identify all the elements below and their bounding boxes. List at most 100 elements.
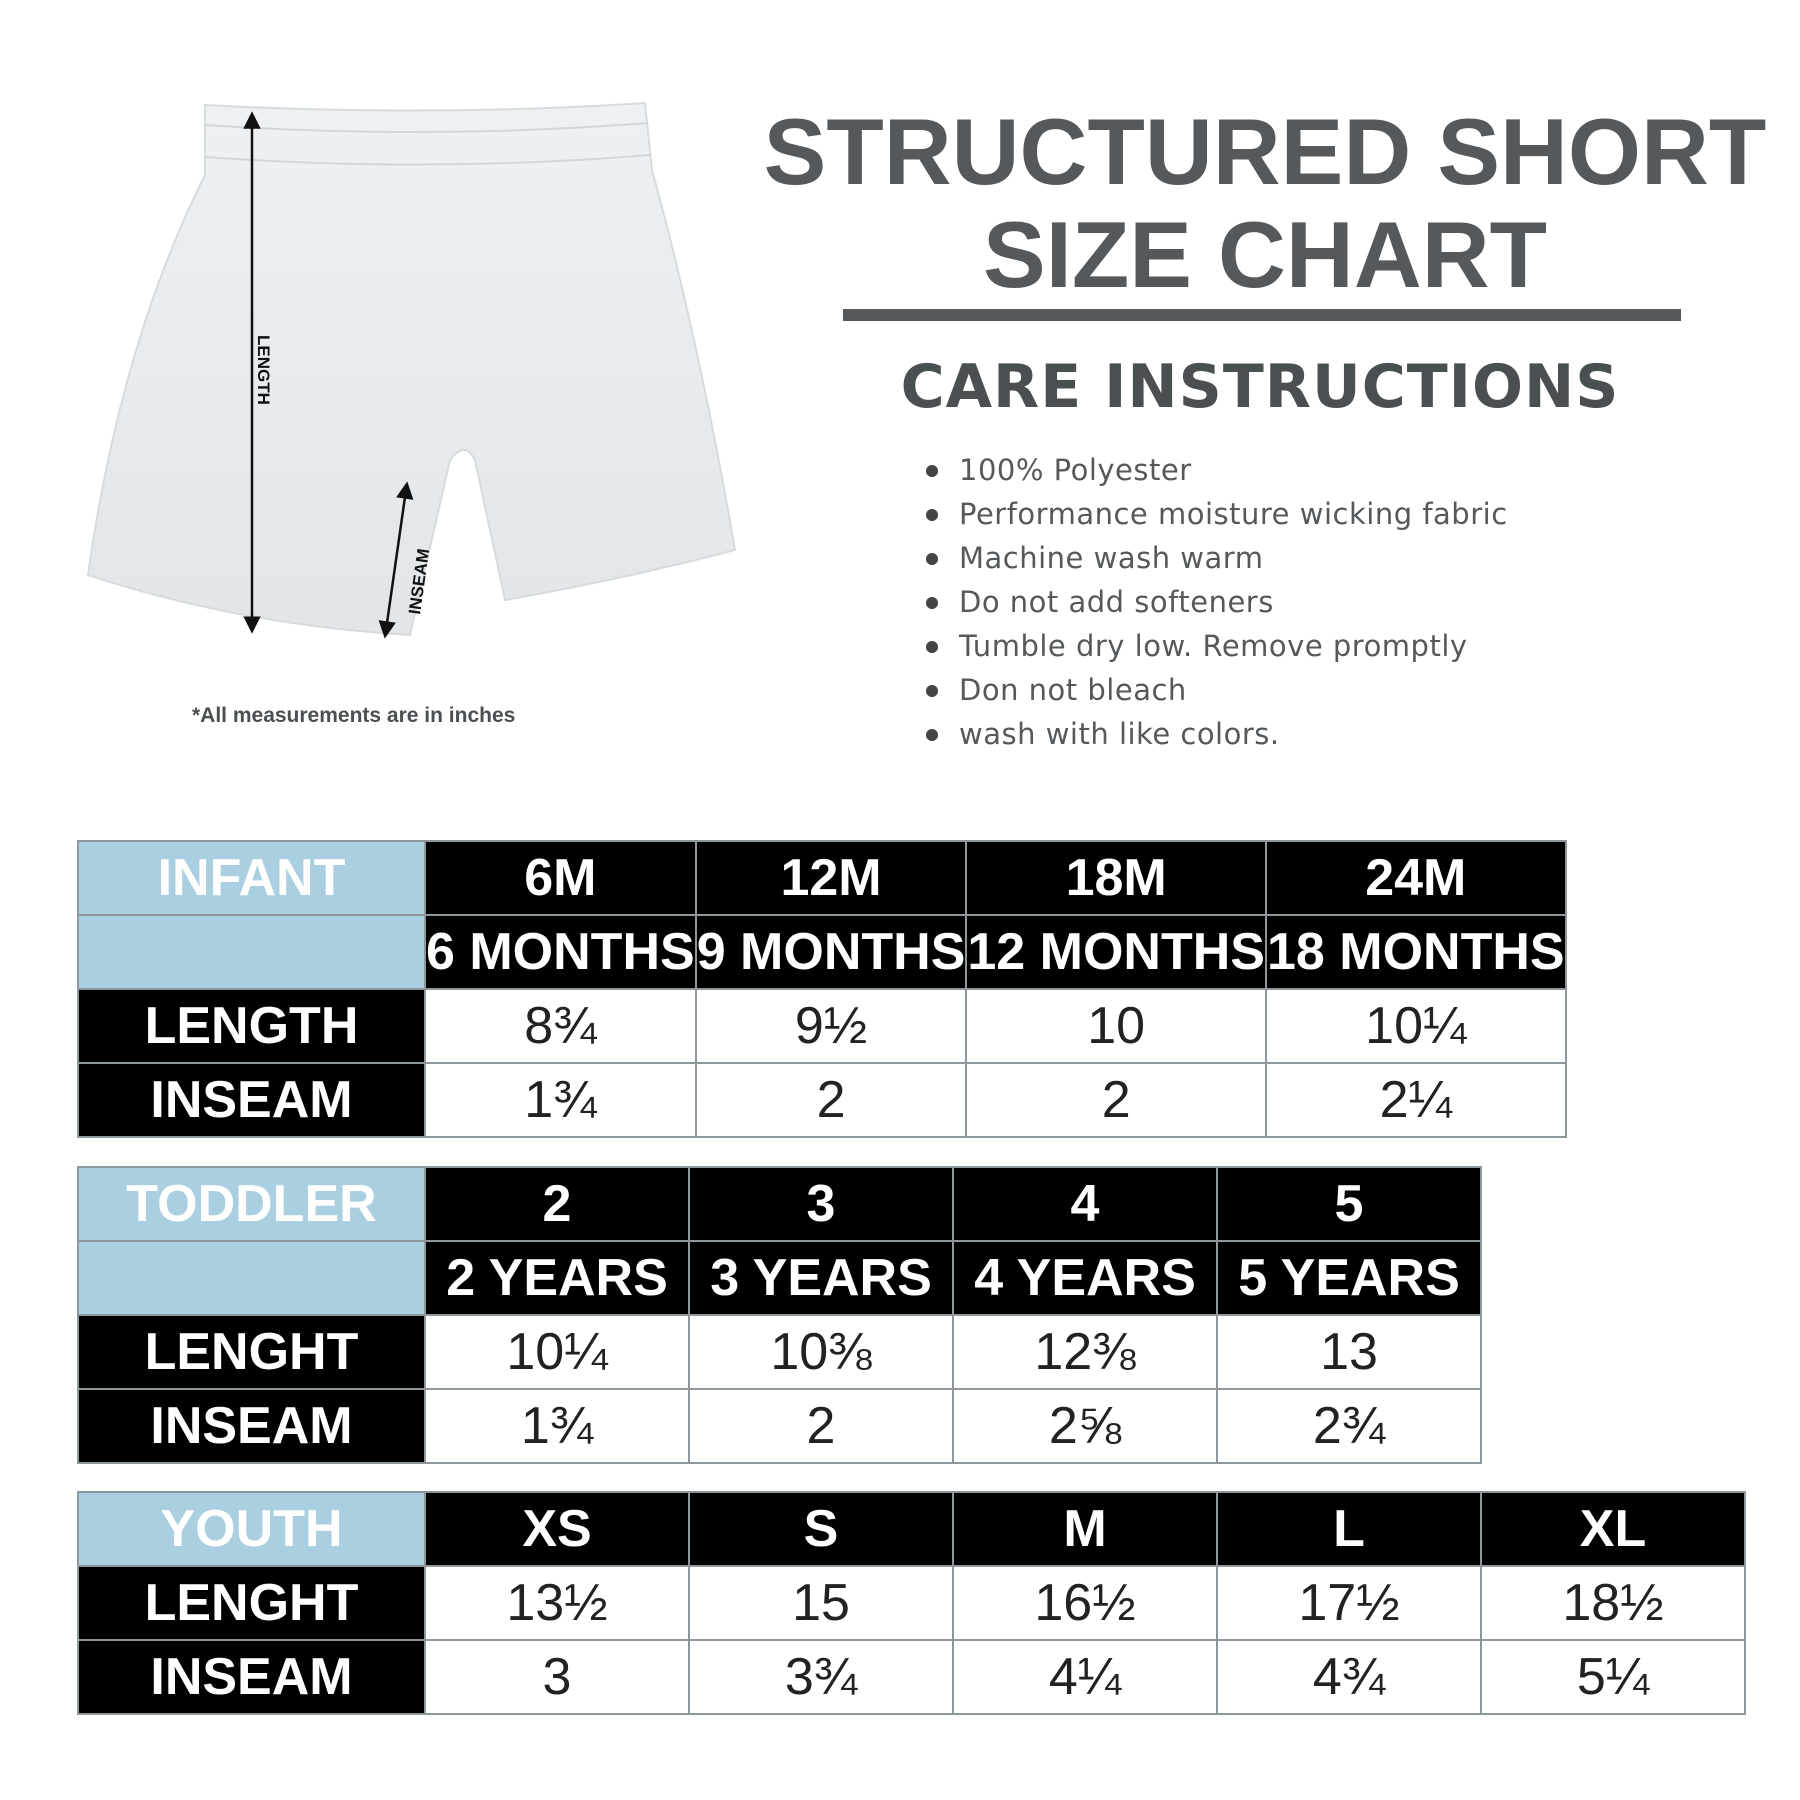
cell: 10⅜ (688, 1314, 954, 1390)
row-label: INSEAM (77, 1062, 426, 1138)
cell: 3¾ (688, 1639, 954, 1715)
shorts-shape (86, 101, 737, 637)
bullet-icon (926, 685, 938, 697)
care-item-text: Tumble dry low. Remove promptly (959, 629, 1468, 663)
cell: 2¼ (1264, 1062, 1567, 1138)
care-item: Do not add softeners (922, 580, 1508, 624)
size-header: 12M (694, 840, 968, 916)
care-item: Don not bleach (922, 668, 1508, 712)
cell: 13½ (424, 1565, 690, 1641)
care-heading: CARE INSTRUCTIONS (900, 352, 1620, 422)
care-item-text: 100% Polyester (959, 453, 1192, 487)
measurement-note: *All measurements are in inches (192, 704, 516, 727)
care-item: wash with like colors. (922, 712, 1508, 756)
care-item-text: Performance moisture wicking fabric (959, 497, 1508, 531)
title-divider (843, 309, 1681, 321)
cell: 5¼ (1480, 1639, 1746, 1715)
row-label: INSEAM (77, 1388, 426, 1464)
cell: 2 (688, 1388, 954, 1464)
infant-size-table: INFANT 6M 12M 18M 24M 6 MONTHS 9 MONTHS … (77, 840, 1567, 1138)
age-header: 9 MONTHS (694, 914, 968, 990)
category-label: YOUTH (77, 1491, 426, 1567)
category-label: INFANT (77, 840, 426, 916)
cell: 2¾ (1216, 1388, 1482, 1464)
cell: 9½ (694, 988, 968, 1064)
page-title: STRUCTURED SHORT SIZE CHART (730, 100, 1800, 306)
row-label: LENGTH (77, 988, 426, 1064)
inseam-arrow (378, 481, 414, 639)
cell: 8¾ (424, 988, 697, 1064)
cell: 10¼ (1264, 988, 1567, 1064)
size-header: XS (424, 1491, 690, 1567)
bullet-icon (926, 597, 938, 609)
size-header: 6M (424, 840, 697, 916)
bullet-icon (926, 465, 938, 477)
table-row: INFANT 6M 12M 18M 24M (77, 840, 1567, 916)
cell: 1¾ (424, 1388, 690, 1464)
size-header: 3 (688, 1166, 954, 1242)
table-row: LENGHT 10¼ 10⅜ 12⅜ 13 (77, 1314, 1482, 1390)
cell: 4¾ (1216, 1639, 1482, 1715)
toddler-size-table: TODDLER 2 3 4 5 2 YEARS 3 YEARS 4 YEARS … (77, 1166, 1482, 1464)
size-header: 24M (1264, 840, 1567, 916)
row-label: LENGHT (77, 1565, 426, 1641)
category-blank (77, 914, 426, 990)
cell: 4¼ (952, 1639, 1218, 1715)
table-row: INSEAM 3 3¾ 4¼ 4¾ 5¼ (77, 1639, 1746, 1715)
care-list: 100% Polyester Performance moisture wick… (922, 448, 1508, 756)
cell: 15 (688, 1565, 954, 1641)
bullet-icon (926, 641, 938, 653)
age-header: 5 YEARS (1216, 1240, 1482, 1316)
table-row: INSEAM 1¾ 2 2⅝ 2¾ (77, 1388, 1482, 1464)
table-row: LENGTH 8¾ 9½ 10 10¼ (77, 988, 1567, 1064)
cell: 12⅜ (952, 1314, 1218, 1390)
table-row: TODDLER 2 3 4 5 (77, 1166, 1482, 1242)
cell: 1¾ (424, 1062, 697, 1138)
cell: 2 (965, 1062, 1267, 1138)
cell: 10 (965, 988, 1267, 1064)
age-header: 18 MONTHS (1264, 914, 1567, 990)
care-item-text: Machine wash warm (959, 541, 1264, 575)
age-header: 6 MONTHS (424, 914, 697, 990)
size-header: L (1216, 1491, 1482, 1567)
size-header: XL (1480, 1491, 1746, 1567)
size-header: S (688, 1491, 954, 1567)
care-item: Machine wash warm (922, 536, 1508, 580)
size-header: 18M (965, 840, 1267, 916)
care-item: 100% Polyester (922, 448, 1508, 492)
youth-size-table: YOUTH XS S M L XL LENGHT 13½ 15 16½ 17½ … (77, 1491, 1746, 1715)
size-header: M (952, 1491, 1218, 1567)
cell: 13 (1216, 1314, 1482, 1390)
cell: 2⅝ (952, 1388, 1218, 1464)
cell: 2 (694, 1062, 968, 1138)
cell: 10¼ (424, 1314, 690, 1390)
age-header: 12 MONTHS (965, 914, 1267, 990)
title-line-1: STRUCTURED SHORT (763, 99, 1767, 204)
category-blank (77, 1240, 426, 1316)
size-header: 2 (424, 1166, 690, 1242)
cell: 3 (424, 1639, 690, 1715)
table-row: INSEAM 1¾ 2 2 2¼ (77, 1062, 1567, 1138)
care-item-text: wash with like colors. (959, 717, 1280, 751)
cell: 16½ (952, 1565, 1218, 1641)
care-item: Tumble dry low. Remove promptly (922, 624, 1508, 668)
care-item-text: Do not add softeners (959, 585, 1274, 619)
table-row: 2 YEARS 3 YEARS 4 YEARS 5 YEARS (77, 1240, 1482, 1316)
size-header: 5 (1216, 1166, 1482, 1242)
age-header: 3 YEARS (688, 1240, 954, 1316)
length-label: LENGTH (254, 335, 273, 405)
shorts-diagram: LENGTH INSEAM (86, 101, 737, 639)
age-header: 2 YEARS (424, 1240, 690, 1316)
table-row: LENGHT 13½ 15 16½ 17½ 18½ (77, 1565, 1746, 1641)
cell: 17½ (1216, 1565, 1482, 1641)
age-header: 4 YEARS (952, 1240, 1218, 1316)
bullet-icon (926, 509, 938, 521)
cell: 18½ (1480, 1565, 1746, 1641)
size-header: 4 (952, 1166, 1218, 1242)
row-label: LENGHT (77, 1314, 426, 1390)
table-row: YOUTH XS S M L XL (77, 1491, 1746, 1567)
row-label: INSEAM (77, 1639, 426, 1715)
care-item: Performance moisture wicking fabric (922, 492, 1508, 536)
bullet-icon (926, 729, 938, 741)
category-label: TODDLER (77, 1166, 426, 1242)
